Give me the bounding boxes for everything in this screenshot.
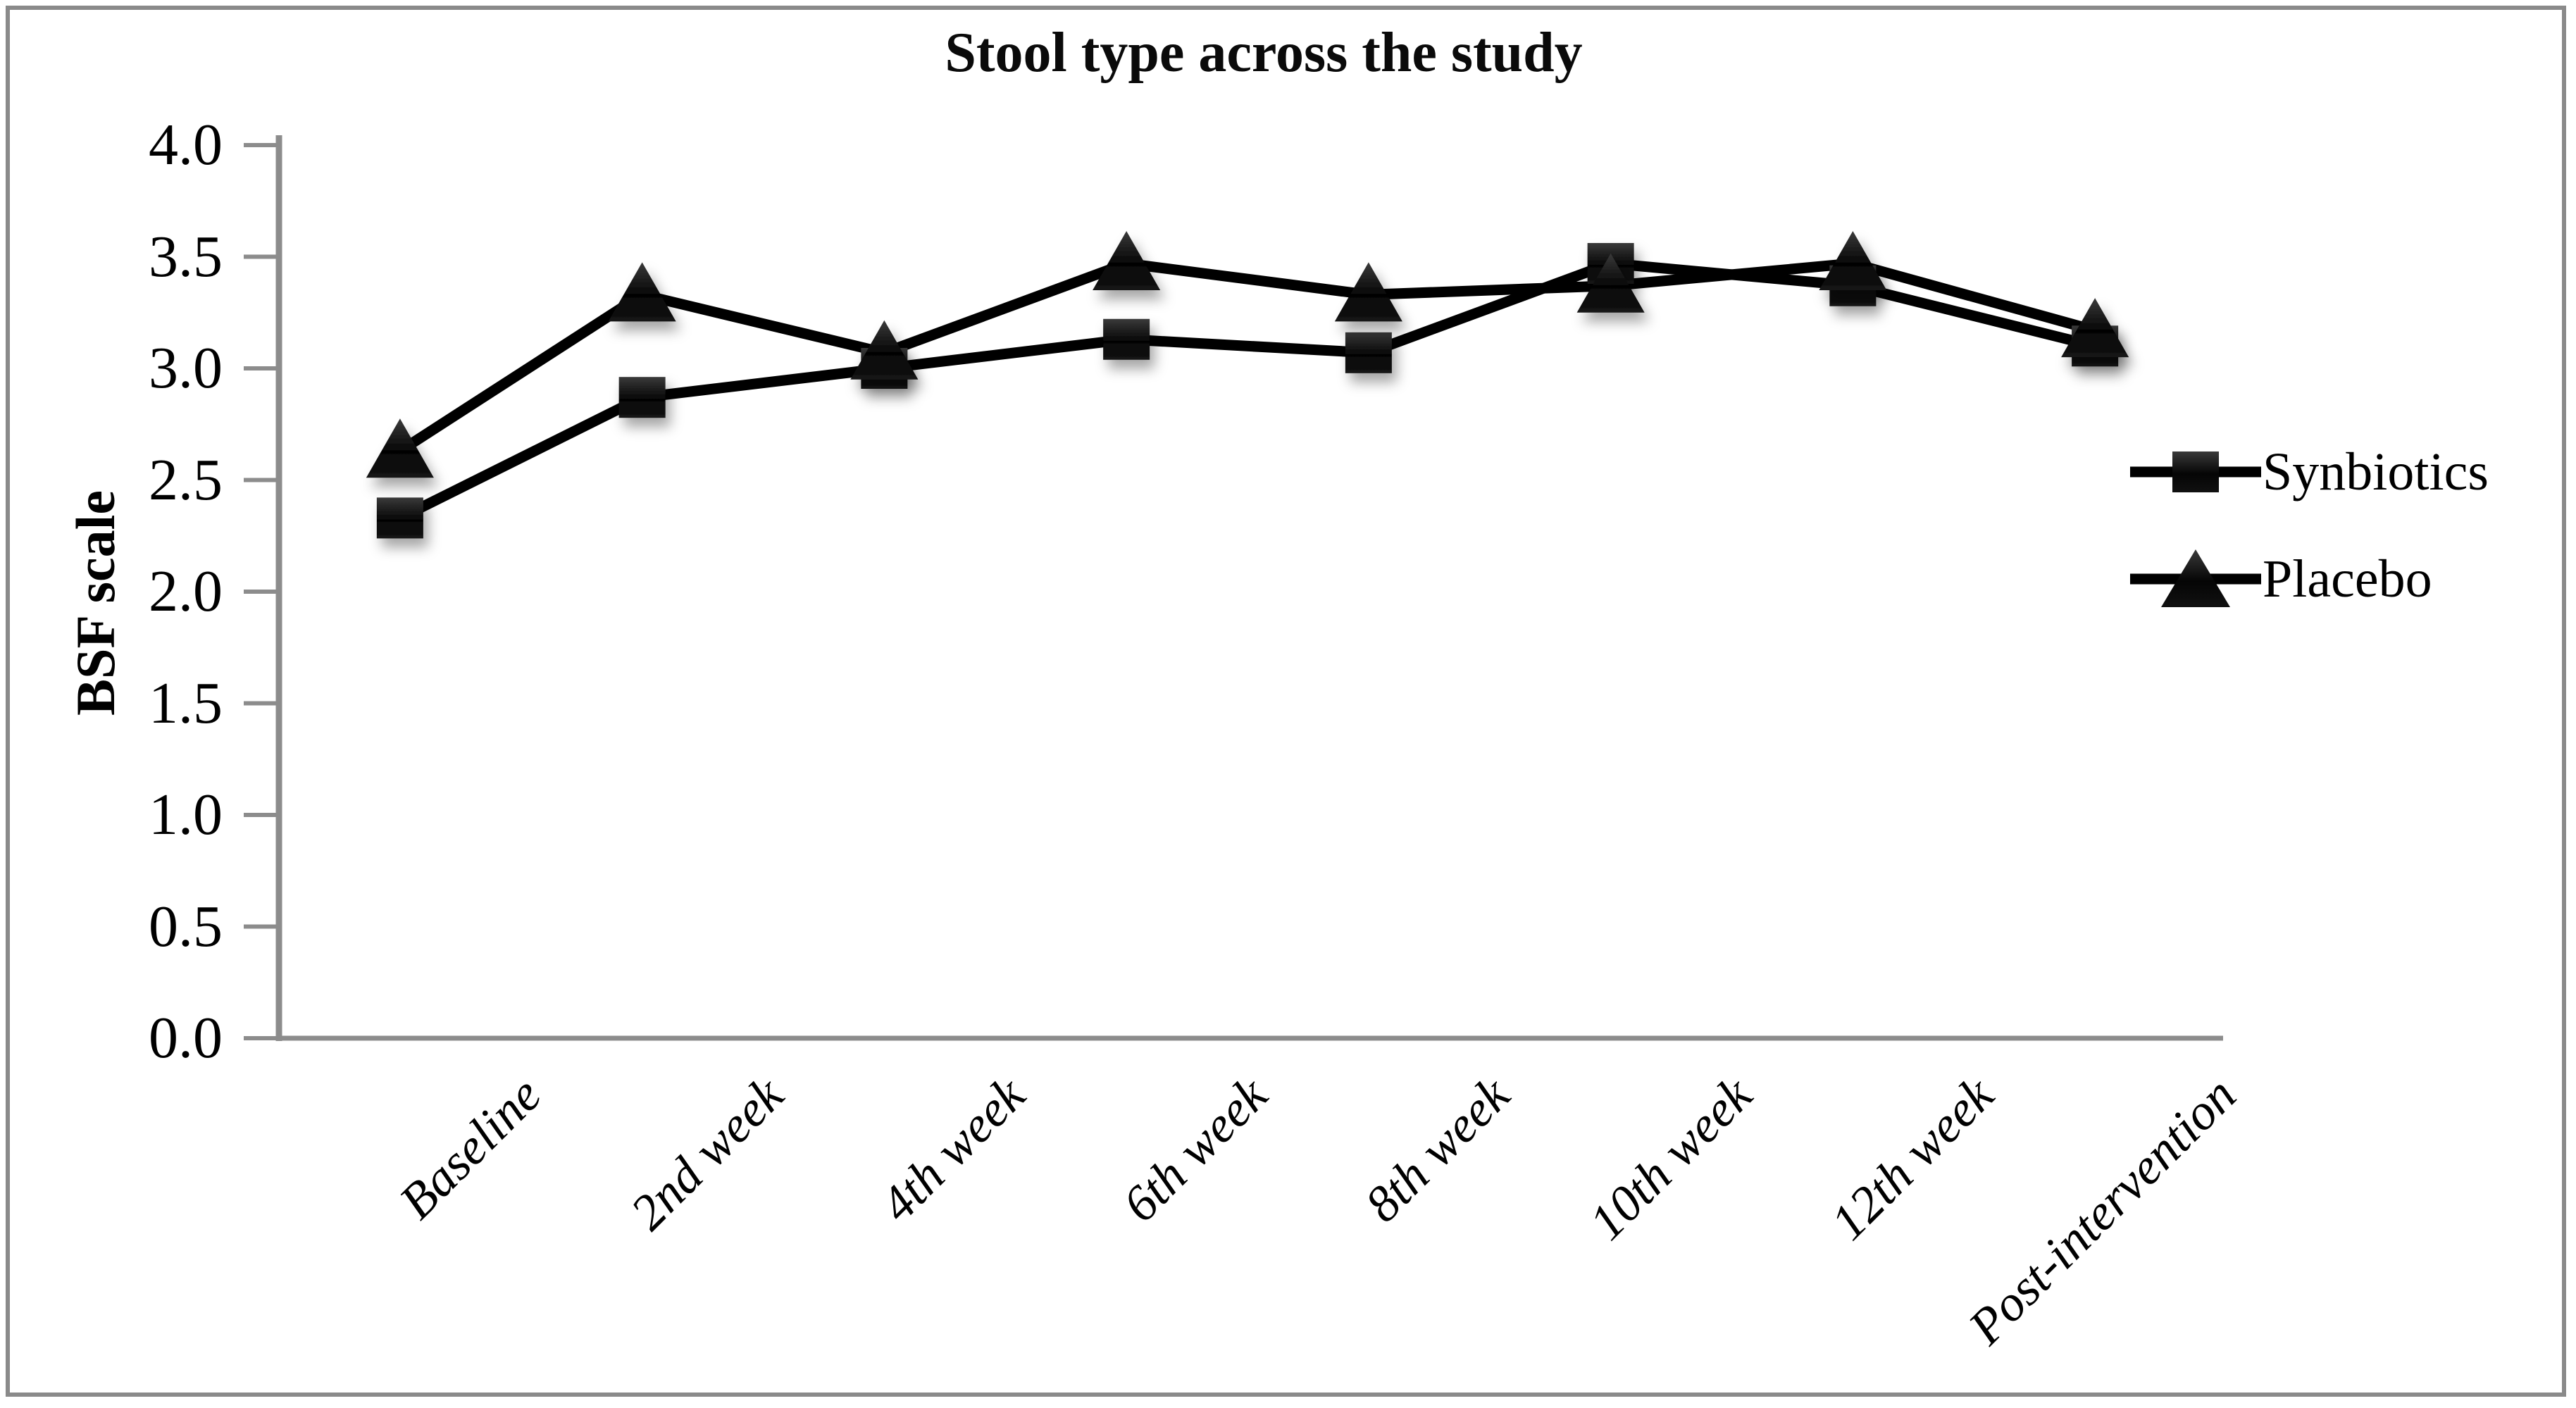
legend: Synbiotics Placebo bbox=[2129, 437, 2489, 651]
marker-synbiotics bbox=[1345, 332, 1392, 373]
marker-synbiotics bbox=[376, 497, 423, 539]
chart-frame: Stool type across the study BSF scale 0.… bbox=[6, 6, 2566, 1397]
y-tick-label: 3.0 bbox=[149, 335, 223, 401]
y-tick-label: 0.5 bbox=[149, 893, 223, 959]
chart-title: Stool type across the study bbox=[945, 22, 1583, 84]
series-line-placebo bbox=[397, 258, 2097, 456]
plot-area bbox=[244, 135, 2223, 1041]
marker-placebo bbox=[1576, 253, 1645, 313]
legend-label-synbiotics: Synbiotics bbox=[2263, 442, 2489, 501]
legend-square-marker-icon bbox=[2130, 451, 2261, 492]
marker-placebo bbox=[1093, 231, 1161, 291]
marker-placebo bbox=[366, 418, 434, 478]
legend-triangle-marker-icon bbox=[2130, 549, 2261, 607]
y-tick-label: 3.5 bbox=[149, 223, 223, 289]
y-tick-label: 0.0 bbox=[149, 1005, 223, 1071]
marker-synbiotics bbox=[1103, 318, 1150, 360]
marker-placebo bbox=[608, 262, 676, 322]
y-tick-label: 1.5 bbox=[149, 670, 223, 736]
legend-item-placebo: Placebo bbox=[2129, 544, 2489, 614]
series-line-synbiotics bbox=[397, 258, 2096, 523]
y-tick-label: 1.0 bbox=[149, 782, 223, 847]
marker-placebo bbox=[850, 320, 919, 380]
marker-placebo bbox=[2061, 298, 2129, 358]
y-tick-label: 4.0 bbox=[149, 112, 223, 177]
marker-placebo bbox=[1819, 231, 1887, 291]
y-tick-label: 2.5 bbox=[149, 447, 223, 513]
marker-synbiotics bbox=[618, 377, 666, 418]
legend-item-synbiotics: Synbiotics bbox=[2129, 437, 2489, 507]
marker-placebo bbox=[1334, 262, 1402, 322]
y-tick-label: 2.0 bbox=[149, 559, 223, 624]
legend-label-placebo: Placebo bbox=[2263, 549, 2432, 609]
